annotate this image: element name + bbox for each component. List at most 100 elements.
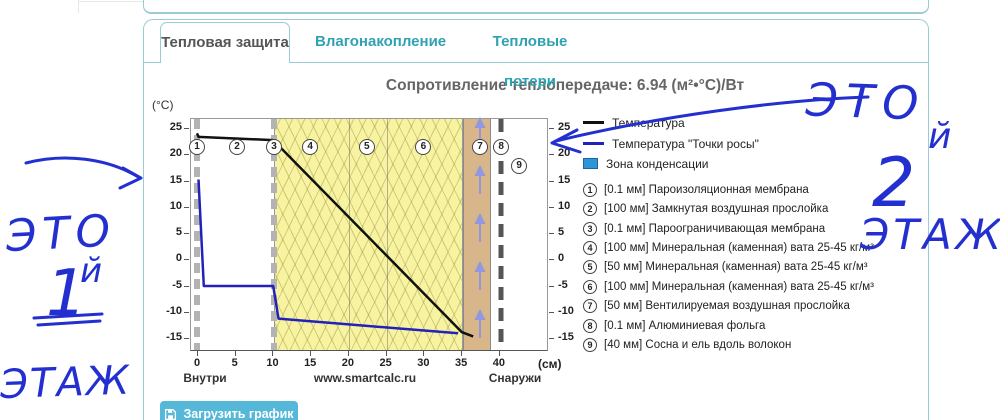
layer-7-badge: 7 bbox=[583, 299, 597, 313]
y-tick-right bbox=[549, 154, 554, 156]
download-chart-button[interactable]: Загрузить график bbox=[160, 401, 298, 420]
legend-layer-4: 4 [100 мм] Минеральная (каменная) вата 2… bbox=[583, 240, 874, 256]
top-divider-edge bbox=[78, 0, 79, 13]
tab-heat-loss[interactable]: Тепловые потери bbox=[492, 33, 568, 90]
legend-layer-8: 8 [0.1 мм] Алюминиевая фольга bbox=[583, 318, 765, 334]
temperature-line-swatch bbox=[583, 121, 604, 124]
x-tick bbox=[310, 351, 312, 356]
x-tick-label: 40 bbox=[492, 357, 505, 369]
x-tick bbox=[197, 351, 198, 356]
layer-2-label: [100 мм] Замкнутая воздушная прослойка bbox=[604, 203, 829, 215]
layer-7-label: [50 мм] Вентилируемая воздушная прослойк… bbox=[604, 300, 850, 312]
y-tick bbox=[184, 180, 189, 182]
layer-marker-1: 1 bbox=[189, 139, 205, 155]
upper-panel-bottom bbox=[143, 0, 929, 14]
tab-thermal-protection[interactable]: Тепловая защита bbox=[160, 22, 290, 63]
layer-marker-3: 3 bbox=[265, 139, 282, 155]
legend-dew-point: Температура "Точки росы" bbox=[583, 136, 759, 151]
y-tick-label-right: 25 bbox=[558, 121, 571, 133]
layer-2-badge: 2 bbox=[583, 202, 597, 216]
y-tick-label: 15 bbox=[169, 173, 182, 186]
y-tick-right bbox=[549, 285, 554, 287]
layer-boundary bbox=[387, 119, 388, 350]
temperature-chart: (°C) 25 25 20 20 15 15 10 10 5 5 0 0 -5 -5- bbox=[150, 95, 586, 395]
legend-dew-point-label: Температура "Точки росы" bbox=[612, 136, 759, 151]
y-tick-label-right: 5 bbox=[558, 226, 565, 238]
y-tick bbox=[184, 259, 189, 261]
x-tick-label: 0 bbox=[193, 357, 201, 369]
plot-area bbox=[190, 118, 548, 351]
x-axis-unit: (см) bbox=[538, 357, 562, 371]
layer-5-badge: 5 bbox=[583, 260, 597, 274]
legend-condensation-label: Зона конденсации bbox=[606, 156, 709, 171]
hand-text-left: ЭТО 1 й ЭТАЖ bbox=[0, 205, 132, 408]
y-tick-right bbox=[549, 128, 554, 129]
mineral-wool-band bbox=[274, 119, 463, 350]
y-tick-label: 0 bbox=[175, 252, 182, 265]
layer-6-label: [100 мм] Минеральная (каменная) вата 25-… bbox=[604, 281, 874, 293]
layer-1-label: [0.1 мм] Пароизоляционная мембрана bbox=[604, 184, 809, 196]
y-tick-label: -10 bbox=[166, 304, 182, 317]
layer-marker-2: 2 bbox=[228, 139, 245, 155]
y-tick-label-right: 15 bbox=[558, 173, 571, 186]
y-tick-label: 5 bbox=[175, 226, 182, 238]
chart-lines-svg bbox=[194, 116, 504, 350]
y-tick bbox=[184, 285, 189, 287]
hand-underline-left bbox=[32, 312, 104, 327]
x-tick bbox=[423, 351, 425, 356]
save-icon bbox=[165, 408, 177, 420]
x-tick-label: 5 bbox=[231, 357, 238, 369]
download-chart-label: Загрузить график bbox=[183, 407, 294, 420]
legend-layer-9: 9 [40 мм] Сосна и ель вдоль волокон bbox=[583, 337, 791, 353]
x-tick bbox=[461, 351, 463, 356]
legend-layer-3: 3 [0.1 мм] Пароограничивающая мембрана bbox=[583, 221, 825, 237]
y-tick-right bbox=[549, 338, 554, 339]
legend-layer-5: 5 [50 мм] Минеральная (каменная) вата 25… bbox=[583, 259, 868, 275]
x-tick-label: 25 bbox=[379, 357, 392, 369]
y-tick-label: 10 bbox=[169, 199, 182, 212]
layer-4-badge: 4 bbox=[583, 241, 597, 255]
layer-6-badge: 6 bbox=[583, 280, 597, 294]
watermark: www.smartcalc.ru bbox=[313, 371, 417, 385]
x-tick-label: 35 bbox=[454, 357, 468, 369]
legend-temperature: Температура bbox=[583, 115, 685, 130]
y-tick-label: -5 bbox=[172, 278, 182, 291]
layer-marker-9: 9 bbox=[511, 158, 528, 174]
y-tick-right bbox=[549, 180, 554, 182]
y-tick-right bbox=[549, 311, 554, 313]
y-tick-right bbox=[549, 259, 554, 261]
resistance-title: Сопротивление теплопередаче: 6.94 (м²•°С… bbox=[385, 77, 745, 94]
x-tick-label: 30 bbox=[417, 357, 430, 369]
y-tick-label: 25 bbox=[169, 121, 182, 133]
y-tick bbox=[184, 206, 189, 208]
layer-8-badge: 8 bbox=[583, 319, 597, 333]
x-tick bbox=[234, 351, 236, 356]
x-tick bbox=[385, 351, 387, 356]
layer-marker-5: 5 bbox=[358, 139, 375, 155]
outside-label: Снаружи bbox=[488, 371, 542, 385]
legend-layer-7: 7 [50 мм] Вентилируемая воздушная просло… bbox=[583, 298, 850, 314]
layer-5-label: [50 мм] Минеральная (каменная) вата 25-4… bbox=[604, 261, 868, 273]
y-tick bbox=[184, 311, 189, 313]
tab-moisture[interactable]: Влагонакопление bbox=[315, 33, 447, 50]
y-tick-label: -15 bbox=[166, 331, 182, 343]
dew-point-line bbox=[197, 179, 459, 335]
layer-3-badge: 3 bbox=[583, 222, 597, 236]
condensation-zone-swatch bbox=[583, 158, 598, 169]
layer-marker-7: 7 bbox=[471, 139, 488, 155]
x-tick-label: 20 bbox=[341, 357, 355, 369]
layer-9-badge: 9 bbox=[583, 338, 597, 352]
y-tick bbox=[184, 154, 189, 156]
x-tick-label: 10 bbox=[266, 357, 279, 369]
wood-band bbox=[463, 119, 491, 350]
x-tick bbox=[498, 351, 500, 356]
y-tick-label-right: -10 bbox=[558, 304, 574, 317]
layer-boundary bbox=[349, 119, 350, 350]
y-tick-label-right: 20 bbox=[558, 147, 571, 160]
hand-left-etazh: ЭТАЖ bbox=[0, 358, 132, 409]
legend-layer-2: 2 [100 мм] Замкнутая воздушная прослойка bbox=[583, 201, 828, 217]
y-tick-right bbox=[549, 206, 554, 208]
hand-arrowhead-left bbox=[118, 166, 143, 190]
y-tick-right bbox=[549, 233, 554, 234]
layer-8-label: [0.1 мм] Алюминиевая фольга bbox=[604, 320, 766, 332]
